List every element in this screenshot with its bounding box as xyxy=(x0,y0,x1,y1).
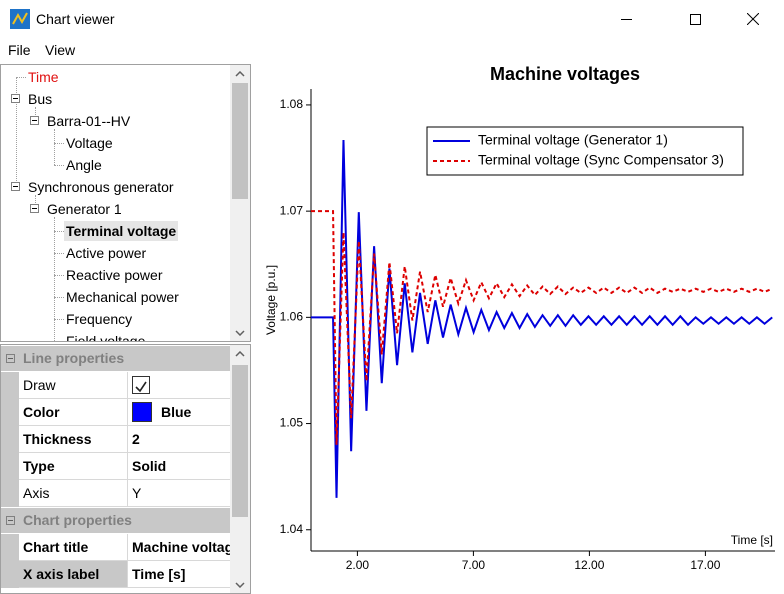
checkbox[interactable] xyxy=(132,376,150,394)
tree-item[interactable]: Reactive power xyxy=(66,267,163,283)
menu-bar: File View xyxy=(0,38,784,62)
tree-expander[interactable] xyxy=(11,94,20,103)
section-title: Chart properties xyxy=(23,512,132,528)
tree-item[interactable]: Barra-01--HV xyxy=(47,113,131,129)
tree-item[interactable]: Synchronous generator xyxy=(28,179,174,195)
property-name: X axis label xyxy=(19,561,128,588)
tree-expander[interactable] xyxy=(30,204,39,213)
tree-item[interactable]: Field voltage xyxy=(66,333,146,342)
tree-item[interactable]: Time xyxy=(28,69,59,85)
x-axis-label: Time [s] xyxy=(731,533,773,547)
tree-view: Time Bus Barra-01--HV Voltage Angle Sync… xyxy=(0,64,251,342)
tree-expander[interactable] xyxy=(30,116,39,125)
property-value: Y xyxy=(128,480,230,507)
section-header[interactable]: Chart properties xyxy=(1,508,230,533)
maximize-button[interactable] xyxy=(672,0,718,38)
window-title: Chart viewer xyxy=(36,11,115,27)
y-tick-label: 1.05 xyxy=(280,416,304,430)
property-name: Draw xyxy=(19,372,128,399)
series-line xyxy=(311,210,773,445)
title-bar: Chart viewer xyxy=(0,0,784,38)
scrollbar xyxy=(230,65,250,341)
menu-item[interactable]: View xyxy=(45,42,76,58)
x-tick-label: 12.00 xyxy=(574,558,604,572)
property-row[interactable]: X axis label Time [s] xyxy=(1,561,230,588)
tree-item[interactable]: Angle xyxy=(66,157,102,173)
tree-item[interactable]: Voltage xyxy=(66,135,113,151)
tree-item[interactable]: Bus xyxy=(28,91,53,107)
property-row[interactable]: Thickness 2 xyxy=(1,426,230,453)
property-grid: Line properties Draw Color Blue Thickness… xyxy=(0,344,251,594)
property-name: Color xyxy=(19,399,128,426)
x-tick-label: 17.00 xyxy=(690,558,720,572)
property-name: Chart title xyxy=(19,534,128,561)
menu-item[interactable]: File xyxy=(8,42,31,58)
legend-label: Terminal voltage (Sync Compensator 3) xyxy=(478,152,724,168)
section-header[interactable]: Line properties xyxy=(1,346,230,371)
property-name: Thickness xyxy=(19,426,128,453)
color-swatch xyxy=(132,402,152,422)
y-tick-label: 1.07 xyxy=(280,203,304,217)
tree-item-selected[interactable]: Terminal voltage xyxy=(64,221,179,241)
x-tick-label: 7.00 xyxy=(462,558,486,572)
legend-box xyxy=(426,126,744,176)
minimize-button[interactable] xyxy=(603,0,649,38)
property-value: Machine voltages xyxy=(128,534,230,561)
property-name: Axis xyxy=(19,480,128,507)
tree-item[interactable]: Active power xyxy=(66,245,147,261)
y-tick-label: 1.04 xyxy=(280,522,304,536)
property-row[interactable]: Color Blue xyxy=(1,399,230,426)
tree-item[interactable]: Frequency xyxy=(66,311,133,327)
scroll-up[interactable] xyxy=(230,65,250,82)
scroll-down[interactable] xyxy=(230,324,250,341)
chart-title: Machine voltages xyxy=(490,64,640,84)
property-value: Time [s] xyxy=(128,561,230,588)
x-tick-label: 2.00 xyxy=(346,558,370,572)
tree-item[interactable]: Mechanical power xyxy=(66,289,179,305)
scroll-thumb[interactable] xyxy=(232,365,248,517)
property-name: Type xyxy=(19,453,128,480)
property-row[interactable]: Type Solid xyxy=(1,453,230,480)
y-axis-label: Voltage [p.u.] xyxy=(264,265,278,335)
property-value: 2 xyxy=(128,426,230,453)
property-row[interactable]: Axis Y xyxy=(1,480,230,507)
y-tick-label: 1.08 xyxy=(280,97,304,111)
tree-expander[interactable] xyxy=(11,182,20,191)
app-icon xyxy=(10,9,30,29)
scroll-thumb[interactable] xyxy=(232,83,248,199)
property-row[interactable]: Draw xyxy=(1,372,230,399)
legend-label: Terminal voltage (Generator 1) xyxy=(478,132,668,148)
scrollbar xyxy=(230,345,250,593)
property-value: Solid xyxy=(128,453,230,480)
property-value: Blue xyxy=(161,404,192,420)
y-tick-label: 1.06 xyxy=(280,310,304,324)
close-button[interactable] xyxy=(730,0,776,38)
scroll-up[interactable] xyxy=(230,345,250,362)
scroll-down[interactable] xyxy=(230,576,250,593)
section-title: Line properties xyxy=(23,350,125,366)
series-line xyxy=(311,139,773,498)
chart: Machine voltages Voltage [p.u.] Time [s]… xyxy=(264,64,775,572)
tree-item[interactable]: Generator 1 xyxy=(47,201,122,217)
